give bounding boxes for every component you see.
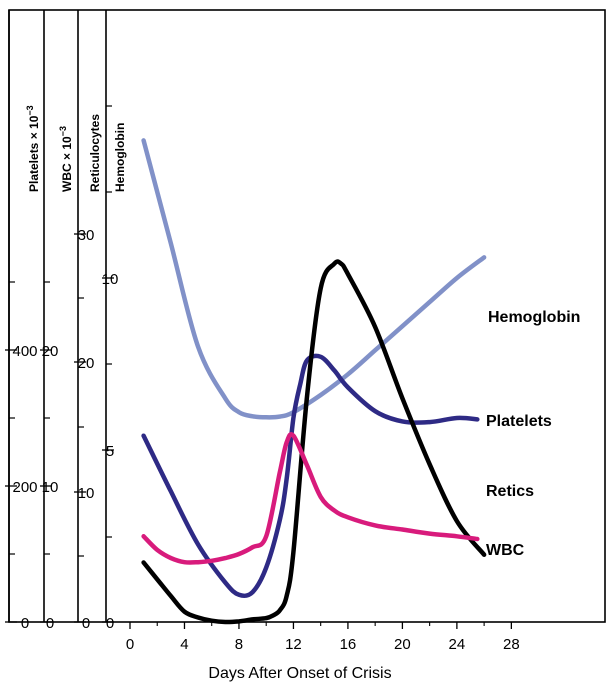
y-axis-title-platelets: Platelets × 10−3 xyxy=(25,105,41,192)
y-tick-label-hemoglobin: 10 xyxy=(102,271,119,288)
y-axis-title-exponent: −3 xyxy=(25,105,35,115)
y-tick-label-hemoglobin: 0 xyxy=(106,615,114,632)
series-line-hemoglobin xyxy=(141,138,487,420)
y-tick-label-platelets: 400 xyxy=(12,343,37,360)
series-label-platelets: Platelets xyxy=(486,413,552,430)
y-axis-title-retics: Reticulocytes xyxy=(88,114,102,192)
x-axis-title: Days After Onset of Crisis xyxy=(208,665,391,682)
y-tick-label-wbc: 10 xyxy=(42,479,59,496)
y-tick-label-platelets: 0 xyxy=(21,615,29,632)
y-tick-label-wbc: 0 xyxy=(46,615,54,632)
series-labels: Hemoglobin Platelets Retics WBC xyxy=(486,309,580,559)
y-tick-label-retics: 30 xyxy=(78,227,95,244)
y-tick-label-retics: 0 xyxy=(82,615,90,632)
series-label-wbc: WBC xyxy=(486,542,525,559)
x-tick-label: 28 xyxy=(503,636,520,653)
y-tick-label-retics: 10 xyxy=(78,485,95,502)
y-tick-label-platelets: 200 xyxy=(12,479,37,496)
x-tick-label: 20 xyxy=(394,636,411,653)
x-axis: 0 4 8 12 16 20 24 28 xyxy=(126,622,520,653)
x-tick-label: 0 xyxy=(126,636,134,653)
y-tick-label-wbc: 20 xyxy=(42,343,59,360)
x-tick-label: 8 xyxy=(235,636,243,653)
series-line-platelets xyxy=(141,353,480,599)
x-tick-label: 16 xyxy=(340,636,357,653)
x-tick-label: 4 xyxy=(180,636,188,653)
series-line-retics xyxy=(141,259,487,625)
y-axis-title-hemoglobin: Hemoglobin xyxy=(113,123,127,192)
series-label-retics: Retics xyxy=(486,483,534,500)
y-tick-label-retics: 20 xyxy=(78,355,95,372)
series-label-hemoglobin: Hemoglobin xyxy=(488,309,580,326)
y-axis-title-wbc: WBC × 10−3 xyxy=(58,126,74,192)
x-tick-label: 24 xyxy=(449,636,466,653)
y-tick-label-hemoglobin: 5 xyxy=(106,443,114,460)
series-lines xyxy=(141,138,487,625)
x-tick-label: 12 xyxy=(285,636,302,653)
series-line-wbc xyxy=(141,432,480,565)
y-axis-title-exponent: −3 xyxy=(58,126,68,136)
